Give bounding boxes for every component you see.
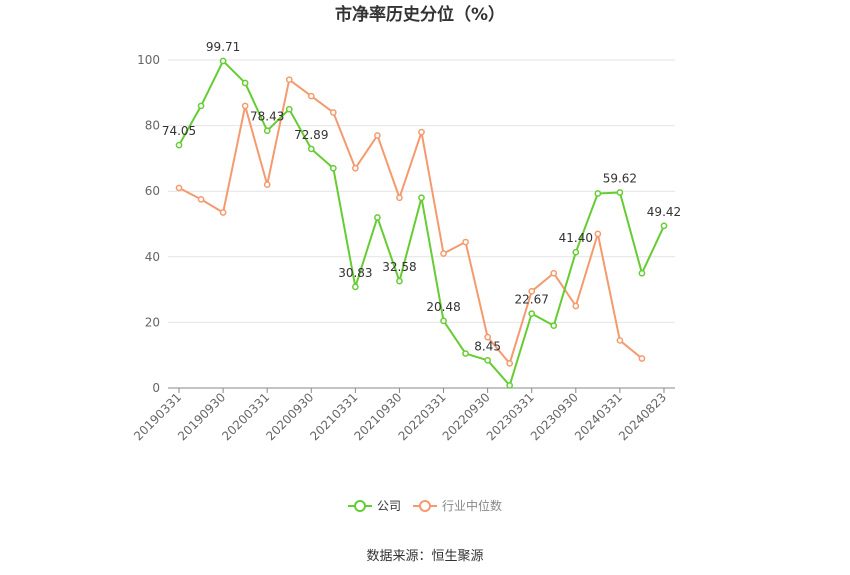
data-point [506,360,514,367]
y-axis: 0 20 40 60 80 100 [137,53,160,395]
legend-label: 行业中位数 [442,498,502,513]
data-point [440,250,447,257]
data-point [572,248,580,256]
data-point [462,238,469,246]
data-point [550,269,558,277]
data-point [307,92,315,100]
data-point [197,196,205,203]
data-point [329,164,337,172]
y-tick-label: 100 [137,53,160,67]
data-point [197,102,205,110]
data-label: 32.58 [382,260,416,274]
legend-swatch-marker [419,500,431,512]
x-axis: 2019033120190930202003312020093020210331… [131,387,675,443]
data-point [660,222,668,230]
chart-title: 市净率历史分位（%） [335,4,505,25]
data-point [396,194,403,202]
data-point [528,310,536,317]
data-point [175,184,183,192]
data-point [352,164,359,172]
data-point [307,145,315,153]
data-point [616,189,624,196]
data-point [418,128,425,136]
data-point [374,214,381,221]
data-point [285,105,293,113]
data-point [418,194,425,202]
data-point [572,302,580,310]
legend[interactable]: 公司 行业中位数 [348,498,502,513]
data-label: 99.71 [206,40,240,54]
data-point [374,132,381,139]
data-point [263,127,271,135]
data-point [241,79,249,87]
data-label: 30.83 [338,266,372,280]
data-label: 20.48 [426,300,460,314]
data-labels: 74.05 99.71 78.43 72.89 30.83 32.58 20.48 8.45 2… [162,40,681,353]
data-label: 59.62 [603,171,637,185]
data-label: 22.67 [515,293,549,307]
y-tick-label: 80 [145,119,160,133]
data-point [285,76,293,84]
data-point [616,337,624,344]
data-label: 72.89 [294,128,328,142]
data-point [638,355,646,362]
source-note: 数据来源：恒生聚源 [366,549,483,564]
data-point [329,109,337,116]
data-label: 8.45 [474,339,501,353]
data-point [550,322,558,330]
legend-label: 公司 [377,499,401,513]
y-tick-label: 60 [145,184,160,198]
data-point [241,102,249,110]
data-label: 78.43 [250,110,284,124]
data-label: 49.42 [647,205,681,219]
data-point [484,333,491,341]
data-point [219,209,227,216]
series-layer [175,57,668,389]
data-point [440,317,447,325]
y-tick-label: 40 [145,250,160,264]
data-point [219,57,227,65]
data-label: 41.40 [559,231,593,245]
data-point [352,283,359,291]
series-line-1 [178,78,643,365]
data-point [396,277,403,285]
y-tick-label: 20 [145,315,160,329]
data-point [528,287,536,295]
data-point [594,230,602,238]
data-point [484,356,491,364]
data-point [263,181,271,188]
legend-swatch-marker [354,500,366,512]
data-point [175,141,183,149]
data-point [638,269,646,277]
data-point [462,350,469,357]
data-point [506,382,514,389]
data-label: 74.05 [162,124,196,138]
x-tick-label: 20240823 [616,390,669,443]
y-tick-label: 0 [152,381,160,395]
data-point [594,190,602,197]
